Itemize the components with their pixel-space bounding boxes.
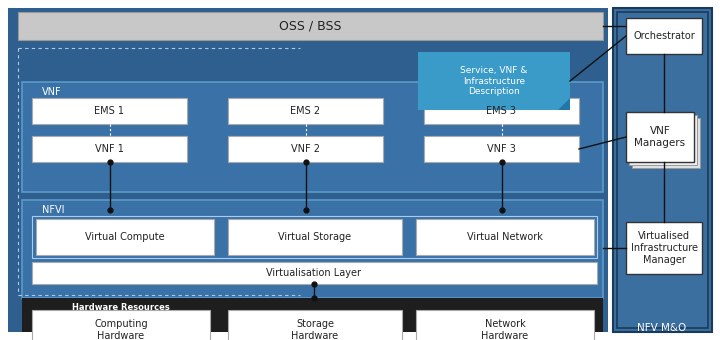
Text: Storage
Hardware: Storage Hardware — [292, 319, 338, 340]
FancyBboxPatch shape — [32, 98, 187, 124]
Text: VNF: VNF — [42, 87, 62, 97]
FancyBboxPatch shape — [32, 262, 597, 284]
FancyBboxPatch shape — [22, 82, 603, 192]
FancyBboxPatch shape — [626, 112, 694, 162]
Text: EMS 3: EMS 3 — [487, 106, 516, 116]
Text: Hardware Resources: Hardware Resources — [72, 304, 170, 312]
Text: Orchestrator: Orchestrator — [633, 31, 695, 41]
Text: NFVI: NFVI — [42, 205, 65, 215]
Text: VNF 1: VNF 1 — [95, 144, 124, 154]
FancyBboxPatch shape — [613, 8, 712, 332]
FancyBboxPatch shape — [424, 98, 579, 124]
Text: Virtual Compute: Virtual Compute — [85, 232, 165, 242]
Text: Network
Hardware: Network Hardware — [482, 319, 528, 340]
FancyBboxPatch shape — [8, 8, 608, 332]
FancyBboxPatch shape — [416, 219, 594, 255]
FancyBboxPatch shape — [228, 98, 383, 124]
Text: VNF 2: VNF 2 — [291, 144, 320, 154]
FancyBboxPatch shape — [32, 310, 210, 340]
FancyBboxPatch shape — [36, 219, 214, 255]
Text: NFV M&O: NFV M&O — [637, 323, 687, 333]
Text: EMS 1: EMS 1 — [94, 106, 125, 116]
FancyBboxPatch shape — [629, 115, 697, 165]
FancyBboxPatch shape — [416, 310, 594, 340]
FancyBboxPatch shape — [228, 310, 402, 340]
FancyBboxPatch shape — [626, 18, 702, 54]
Text: Virtualisation Layer: Virtualisation Layer — [266, 268, 361, 278]
Text: OSS / BSS: OSS / BSS — [279, 19, 341, 33]
Text: VNF 3: VNF 3 — [487, 144, 516, 154]
FancyBboxPatch shape — [418, 52, 570, 110]
FancyBboxPatch shape — [228, 219, 402, 255]
Polygon shape — [558, 98, 570, 110]
FancyBboxPatch shape — [632, 118, 700, 168]
FancyBboxPatch shape — [22, 298, 603, 332]
Text: Computing
Hardware: Computing Hardware — [94, 319, 148, 340]
Text: Service, VNF &
Infrastructure
Description: Service, VNF & Infrastructure Descriptio… — [460, 66, 528, 96]
Text: VNF
Managers: VNF Managers — [634, 126, 685, 148]
Text: Virtual Storage: Virtual Storage — [279, 232, 351, 242]
FancyBboxPatch shape — [32, 136, 187, 162]
FancyBboxPatch shape — [22, 200, 603, 298]
FancyBboxPatch shape — [424, 136, 579, 162]
FancyBboxPatch shape — [228, 136, 383, 162]
FancyBboxPatch shape — [626, 222, 702, 274]
Text: Virtualised
Infrastructure
Manager: Virtualised Infrastructure Manager — [631, 232, 698, 265]
Text: Virtual Network: Virtual Network — [467, 232, 543, 242]
FancyBboxPatch shape — [18, 12, 603, 40]
Text: EMS 2: EMS 2 — [290, 106, 320, 116]
